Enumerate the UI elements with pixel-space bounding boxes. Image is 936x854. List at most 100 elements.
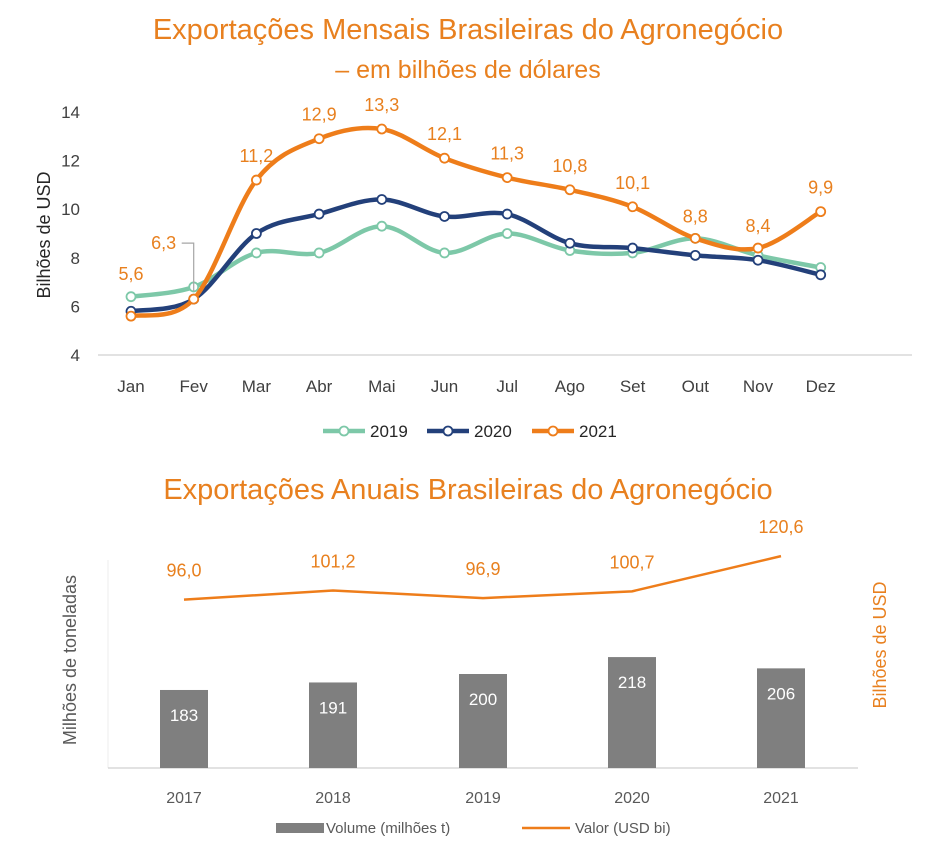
data-point-2021	[376, 123, 388, 135]
data-point-2021	[250, 174, 262, 186]
data-point-2020	[313, 208, 325, 220]
data-point-2020	[689, 249, 701, 261]
bar-value-label: 183	[170, 706, 198, 725]
x-tick-label: Nov	[743, 377, 774, 396]
bar-value-label: 206	[767, 684, 795, 703]
year-tick-label: 2019	[465, 790, 501, 807]
y-tick-label: 6	[71, 297, 80, 316]
bar-value-label: 191	[319, 698, 347, 717]
data-point-2021	[439, 152, 450, 164]
volume-bar	[608, 657, 656, 768]
data-label-2021: 13,3	[364, 95, 399, 115]
y-tick-label: 10	[61, 200, 80, 219]
legend-item-2019: 2019	[323, 422, 408, 441]
data-point-2019	[501, 228, 513, 239]
data-point-2019	[313, 247, 325, 259]
data-label-2021: 12,1	[427, 124, 462, 144]
monthly-exports-chart: Bilhões de USD 4 6 8 10 12 14 Jan Fev Mar Abr Mai…	[34, 95, 912, 441]
y-tick-label: 8	[71, 249, 80, 268]
year-tick-label: 2020	[614, 790, 650, 807]
legend-marker	[442, 425, 454, 437]
monthly-chart-subtitle: – em bilhões de dólares	[335, 56, 601, 84]
line-value-label: 100,7	[609, 552, 654, 572]
data-point-2020	[564, 237, 576, 249]
value-line	[183, 554, 782, 601]
y-tick-label: 14	[61, 103, 80, 122]
data-point-2019	[125, 291, 137, 303]
data-label-2021: 9,9	[808, 178, 833, 198]
legend-label: 2021	[579, 422, 617, 441]
data-point-2019	[376, 220, 388, 232]
right-axis-label: Bilhões de USD	[870, 581, 890, 708]
annual-chart-title: Exportações Anuais Brasileiras do Agrone…	[163, 474, 773, 506]
data-point-2021	[313, 133, 325, 145]
legend-label: Valor (USD bi)	[575, 820, 671, 837]
legend-item-2020: 2020	[427, 422, 512, 441]
volume-bar	[757, 668, 805, 768]
data-point-2020	[815, 269, 827, 281]
data-label-2021: 8,4	[745, 216, 770, 236]
data-point-2021	[815, 206, 827, 218]
data-point-2020	[752, 254, 764, 266]
legend-item-volume: Volume (milhões t)	[276, 820, 450, 837]
line-value-label: 96,9	[465, 559, 500, 579]
x-tick-label: Jun	[431, 377, 458, 396]
data-point-2020	[376, 194, 388, 205]
y-tick-label: 4	[71, 346, 80, 365]
line-value-label: 101,2	[310, 551, 355, 571]
x-tick-label: Mai	[368, 377, 395, 396]
x-tick-label: Jul	[496, 377, 518, 396]
year-tick-label: 2018	[315, 790, 351, 807]
data-point-2020	[501, 208, 513, 220]
year-tick-label: 2021	[763, 790, 799, 807]
data-point-2021	[188, 293, 200, 305]
data-label-2021: 12,9	[302, 105, 337, 125]
legend-label: Volume (milhões t)	[326, 820, 450, 837]
line-value-label: 120,6	[758, 517, 803, 537]
x-tick-label: Out	[682, 377, 710, 396]
year-tick-label: 2017	[166, 790, 202, 807]
data-point-2021	[501, 172, 513, 184]
data-point-2019	[439, 247, 450, 259]
leader-line	[181, 242, 195, 292]
left-axis-label: Milhões de toneladas	[60, 575, 80, 745]
x-tick-label: Mar	[242, 377, 272, 396]
data-label-2021: 10,8	[552, 156, 587, 176]
x-tick-label: Set	[620, 377, 646, 396]
data-point-2019	[250, 247, 262, 259]
data-point-2021	[564, 184, 576, 196]
x-tick-label: Dez	[806, 377, 836, 396]
x-tick-label: Fev	[180, 377, 209, 396]
data-point-2020	[439, 211, 450, 222]
legend-marker	[547, 425, 559, 437]
legend-item-2021: 2021	[532, 422, 617, 441]
data-label-2021: 11,3	[490, 144, 524, 164]
x-tick-label: Ago	[555, 377, 585, 396]
data-point-2021	[627, 201, 638, 213]
data-point-2021	[125, 310, 137, 322]
legend-label: 2020	[474, 422, 512, 441]
bar-value-label: 200	[469, 690, 497, 709]
volume-bar	[309, 682, 357, 768]
data-label-2021: 10,1	[615, 173, 650, 193]
y-axis-label: Bilhões de USD	[34, 171, 54, 298]
x-tick-label: Jan	[117, 377, 144, 396]
data-label-2021: 6,3	[151, 233, 176, 253]
legend-swatch	[276, 823, 324, 833]
x-tick-label: Abr	[306, 377, 333, 396]
data-point-2021	[689, 232, 701, 244]
legend-marker	[338, 425, 350, 437]
data-point-2021	[752, 242, 764, 254]
data-label-2021: 5,6	[118, 264, 143, 284]
data-label-2021: 11,2	[240, 146, 274, 166]
volume-bar	[160, 689, 208, 768]
legend-label: 2019	[370, 422, 408, 441]
monthly-chart-title: Exportações Mensais Brasileiras do Agron…	[152, 14, 784, 46]
y-tick-label: 12	[61, 152, 80, 171]
data-label-2021: 8,8	[683, 206, 708, 226]
volume-bar	[459, 674, 507, 768]
legend-item-value: Valor (USD bi)	[522, 820, 671, 837]
bar-value-label: 218	[618, 673, 646, 692]
data-point-2020	[250, 228, 262, 239]
